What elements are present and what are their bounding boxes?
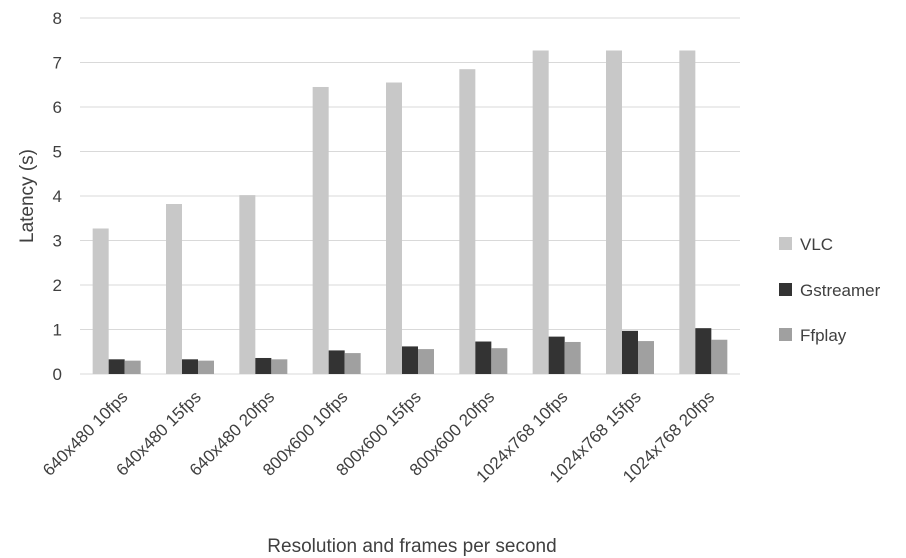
bar-gstreamer-8 <box>695 328 712 374</box>
bar-ffplay-0 <box>124 360 141 374</box>
bar-vlc-5 <box>459 69 476 375</box>
x-axis-title: Resolution and frames per second <box>267 536 556 557</box>
bar-gstreamer-3 <box>328 350 345 374</box>
bar-vlc-6 <box>532 50 549 375</box>
bar-gstreamer-0 <box>108 359 125 374</box>
bar-vlc-3 <box>312 86 329 374</box>
bars <box>92 50 728 375</box>
legend-swatch-ffplay <box>779 328 792 341</box>
bar-vlc-7 <box>606 50 622 375</box>
bar-ffplay-2 <box>271 359 288 374</box>
bar-ffplay-3 <box>344 353 361 374</box>
bar-ffplay-7 <box>638 341 654 374</box>
bar-gstreamer-1 <box>182 359 198 374</box>
bar-ffplay-6 <box>564 341 581 374</box>
bar-gstreamer-7 <box>622 330 638 374</box>
bar-vlc-8 <box>679 50 696 375</box>
y-tick-label: 0 <box>53 365 62 384</box>
bar-vlc-2 <box>239 195 256 374</box>
y-tick-label: 4 <box>53 187 62 206</box>
bar-ffplay-8 <box>711 339 728 374</box>
y-tick-label: 7 <box>53 54 62 73</box>
legend-swatch-vlc <box>779 237 792 250</box>
bar-vlc-0 <box>92 228 109 374</box>
bar-ffplay-1 <box>198 360 214 374</box>
bar-gstreamer-2 <box>255 357 272 374</box>
y-tick-label: 5 <box>53 143 62 162</box>
bar-ffplay-5 <box>491 348 508 374</box>
legend-label-gstreamer: Gstreamer <box>800 281 881 300</box>
y-tick-label: 8 <box>53 9 62 28</box>
y-tick-label: 1 <box>53 321 62 340</box>
bar-gstreamer-6 <box>548 336 565 374</box>
bar-gstreamer-4 <box>402 346 418 374</box>
legend-swatch-gstreamer <box>779 283 792 296</box>
bar-vlc-1 <box>166 204 182 374</box>
y-tick-label: 3 <box>53 232 62 251</box>
bar-gstreamer-5 <box>475 341 492 374</box>
legend-label-vlc: VLC <box>800 235 833 254</box>
y-tick-label: 6 <box>53 98 62 117</box>
legend: VLC Gstreamer Ffplay <box>779 235 881 345</box>
bar-ffplay-4 <box>418 349 434 374</box>
legend-label-ffplay: Ffplay <box>800 326 847 345</box>
bar-vlc-4 <box>386 82 402 375</box>
y-tick-label: 2 <box>53 276 62 295</box>
gridlines <box>80 17 740 375</box>
y-axis-ticks: 0 1 2 3 4 5 6 7 8 <box>53 9 62 384</box>
y-axis-title: Latency (s) <box>17 149 38 243</box>
